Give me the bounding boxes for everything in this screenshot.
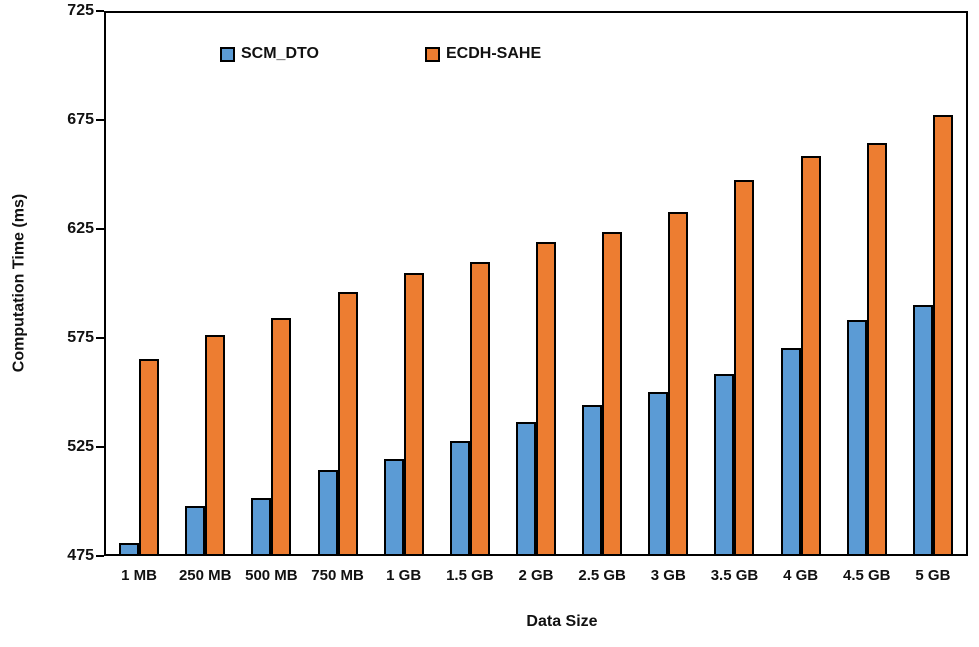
- bar-scm_dto-1.5-gb: [449, 441, 470, 554]
- bar-ecdh-sahe-500-mb: [271, 318, 292, 554]
- legend-label-ecdh-sahe: ECDH-SAHE: [446, 45, 542, 62]
- y-tick-mark: [96, 228, 104, 230]
- bars-layer: [106, 13, 966, 554]
- plot-area: SCM_DTO ECDH-SAHE: [104, 11, 968, 556]
- bar-ecdh-sahe-4.5-gb: [866, 143, 887, 554]
- bar-scm_dto-1-mb: [119, 543, 140, 554]
- x-tick-label: 3 GB: [650, 567, 686, 584]
- y-tick-mark: [96, 446, 104, 448]
- y-tick-label: 525: [67, 438, 94, 455]
- bar-scm_dto-500-mb: [251, 498, 272, 554]
- bar-scm_dto-3-gb: [648, 392, 669, 554]
- y-tick-label: 475: [67, 547, 94, 564]
- bar-scm_dto-2-gb: [516, 422, 536, 554]
- x-tick-label: 1 MB: [121, 567, 157, 584]
- bar-scm_dto-5-gb: [912, 305, 933, 554]
- bar-ecdh-sahe-2-gb: [536, 242, 556, 554]
- x-tick-label: 1.5 GB: [446, 567, 494, 584]
- bar-ecdh-sahe-3-gb: [668, 212, 689, 554]
- x-tick-label: 4.5 GB: [843, 567, 891, 584]
- x-axis-title: Data Size: [526, 613, 598, 630]
- bar-scm_dto-750-mb: [317, 470, 338, 554]
- y-axis-title: Computation Time (ms): [10, 193, 28, 373]
- bar-ecdh-sahe-3.5-gb: [734, 180, 755, 554]
- y-tick-mark: [96, 119, 104, 121]
- x-tick-label: 500 MB: [245, 567, 298, 584]
- bar-ecdh-sahe-1.5-gb: [469, 262, 490, 554]
- bar-ecdh-sahe-1-mb: [139, 359, 160, 554]
- legend-item-scm-dto: SCM_DTO: [220, 44, 319, 64]
- bar-ecdh-sahe-1-gb: [403, 273, 424, 554]
- bar-ecdh-sahe-750-mb: [337, 292, 358, 554]
- x-tick-label: 2.5 GB: [578, 567, 626, 584]
- x-tick-label: 250 MB: [178, 567, 232, 584]
- y-tick-mark: [96, 10, 104, 12]
- x-tick-label: 5 GB: [915, 567, 951, 584]
- x-tick-label: 750 MB: [311, 567, 364, 584]
- x-tick-label: 4 GB: [783, 567, 819, 584]
- y-tick-label: 625: [67, 220, 94, 237]
- legend-item-ecdh-sahe: ECDH-SAHE: [425, 44, 541, 64]
- bar-ecdh-sahe-2.5-gb: [602, 232, 623, 554]
- y-tick-mark: [96, 337, 104, 339]
- bar-scm_dto-2.5-gb: [582, 405, 603, 554]
- bar-ecdh-sahe-5-gb: [932, 115, 953, 554]
- y-tick-label: 725: [67, 2, 94, 19]
- y-tick-label: 675: [67, 111, 94, 128]
- y-tick-mark: [96, 555, 104, 557]
- x-tick-label: 1 GB: [386, 567, 422, 584]
- legend-swatch-scm-dto-icon: [220, 46, 235, 62]
- legend-label-scm-dto: SCM_DTO: [241, 45, 319, 62]
- legend-swatch-ecdh-sahe-icon: [425, 46, 440, 62]
- x-tick-label: 3.5 GB: [710, 567, 759, 584]
- y-tick-label: 575: [67, 329, 94, 346]
- x-tick-label: 2 GB: [518, 567, 554, 584]
- bar-scm_dto-1-gb: [383, 459, 404, 554]
- bar-ecdh-sahe-4-gb: [800, 156, 821, 554]
- bar-scm_dto-3.5-gb: [714, 374, 735, 554]
- bar-scm_dto-4.5-gb: [846, 320, 867, 554]
- bar-scm_dto-4-gb: [780, 348, 801, 554]
- bar-ecdh-sahe-250-mb: [205, 335, 226, 554]
- bar-scm_dto-250-mb: [185, 506, 206, 554]
